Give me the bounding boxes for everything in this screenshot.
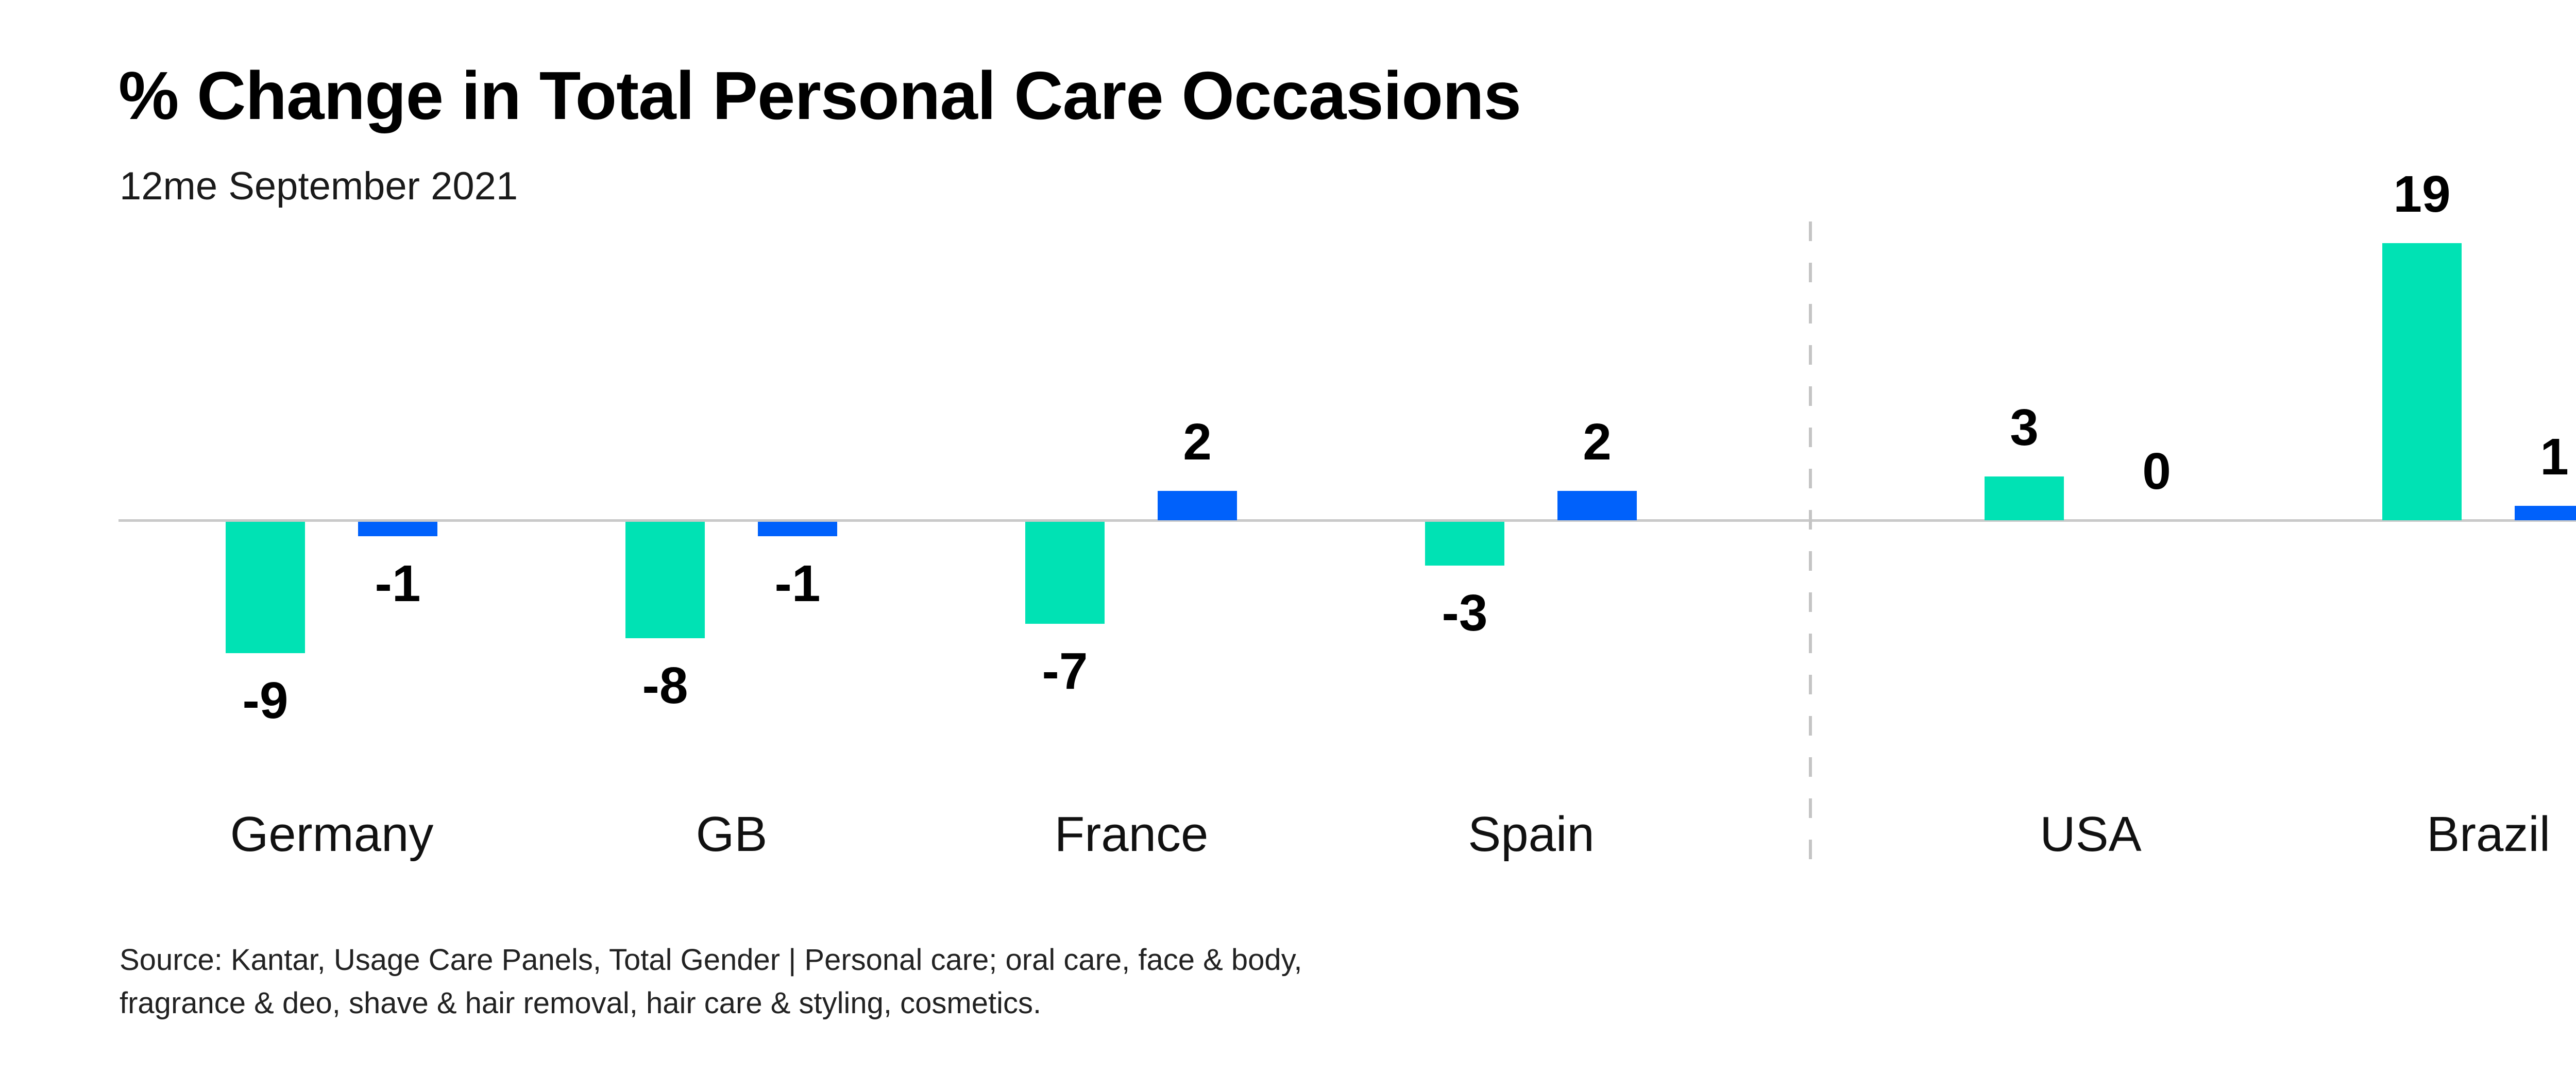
value-label-france-v-2020: 2 <box>1183 413 1212 471</box>
bar-brazil-v-2020 <box>2515 506 2576 520</box>
bar-usa-v-2017 <box>1985 476 2064 520</box>
value-label-usa-v-2020: 0 <box>2142 442 2171 500</box>
source-note: Source: Kantar, Usage Care Panels, Total… <box>120 939 1302 1025</box>
category-label-usa: USA <box>2040 806 2142 862</box>
x-axis-line <box>118 519 2576 522</box>
value-label-germany-v-2017: -9 <box>242 672 289 729</box>
chart-title: % Change in Total Personal Care Occasion… <box>118 58 1521 133</box>
bar-gb-v-2017 <box>625 522 705 638</box>
category-label-brazil: Brazil <box>2426 806 2551 862</box>
category-label-germany: Germany <box>230 806 434 862</box>
category-label-spain: Spain <box>1468 806 1595 862</box>
value-label-spain-v-2020: 2 <box>1583 413 1612 471</box>
bar-germany-v-2020 <box>358 522 437 536</box>
bar-germany-v-2017 <box>226 522 305 653</box>
bar-spain-v-2020 <box>1557 491 1637 520</box>
value-label-germany-v-2020: -1 <box>375 555 421 612</box>
bar-brazil-v-2017 <box>2382 243 2462 520</box>
chart-subtitle: 12me September 2021 <box>120 164 518 208</box>
value-label-gb-v-2017: -8 <box>642 657 688 714</box>
bar-spain-v-2017 <box>1425 522 1504 566</box>
value-label-brazil-v-2020: 1 <box>2540 428 2569 486</box>
value-label-usa-v-2017: 3 <box>2010 399 2039 456</box>
category-label-france: France <box>1054 806 1209 862</box>
source-line-1: Source: Kantar, Usage Care Panels, Total… <box>120 943 1302 977</box>
value-label-gb-v-2020: -1 <box>774 555 821 612</box>
bar-france-v-2017 <box>1025 522 1105 624</box>
value-label-france-v-2017: -7 <box>1042 642 1088 700</box>
value-label-brazil-v-2017: 19 <box>2393 165 2451 223</box>
category-label-gb: GB <box>696 806 768 862</box>
source-line-2: fragrance & deo, shave & hair removal, h… <box>120 986 1042 1020</box>
value-label-spain-v-2017: -3 <box>1442 584 1488 642</box>
bar-gb-v-2020 <box>758 522 837 536</box>
bar-france-v-2020 <box>1158 491 1237 520</box>
group-divider-1 <box>1809 221 1812 860</box>
